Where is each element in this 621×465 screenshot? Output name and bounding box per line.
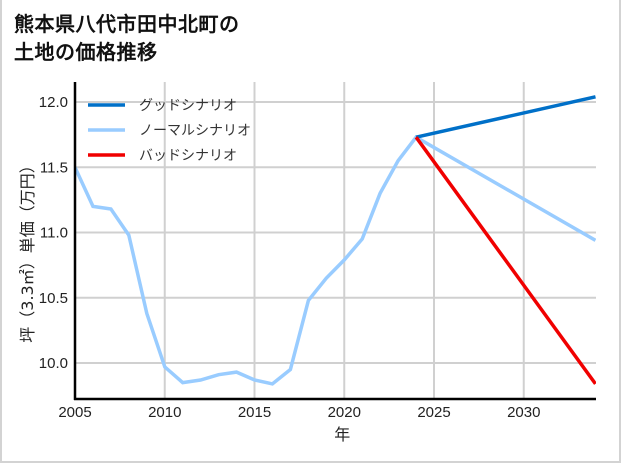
series-line-0 [415, 95, 596, 139]
y-tick-label: 11.5 [40, 159, 68, 176]
series-line-1 [75, 134, 596, 386]
x-tick-label: 2025 [417, 404, 450, 421]
legend-label: ノーマルシナリオ [139, 123, 251, 139]
y-tick-label: 11.0 [40, 225, 68, 242]
x-tick-label: 2030 [507, 404, 540, 421]
legend-label: グッドシナリオ [139, 98, 237, 114]
x-tick-label: 2010 [148, 404, 181, 421]
x-tick-label: 2005 [58, 404, 91, 421]
y-tick-label: 10.0 [39, 355, 68, 372]
legend-label: バッドシナリオ [139, 148, 237, 164]
x-tick-label: 2015 [238, 404, 271, 421]
y-axis-label: 坪（3.3㎡）単価（万円） [18, 157, 37, 342]
x-tick-label: 2020 [328, 404, 361, 421]
chart-title: 熊本県八代市田中北町の 土地の価格推移 [14, 12, 240, 64]
series-lines [75, 95, 596, 386]
x-axis-label: 年 [334, 425, 350, 444]
series-line-2 [414, 136, 596, 385]
y-tick-label: 10.5 [39, 290, 68, 307]
y-tick-label: 12.0 [39, 94, 68, 111]
